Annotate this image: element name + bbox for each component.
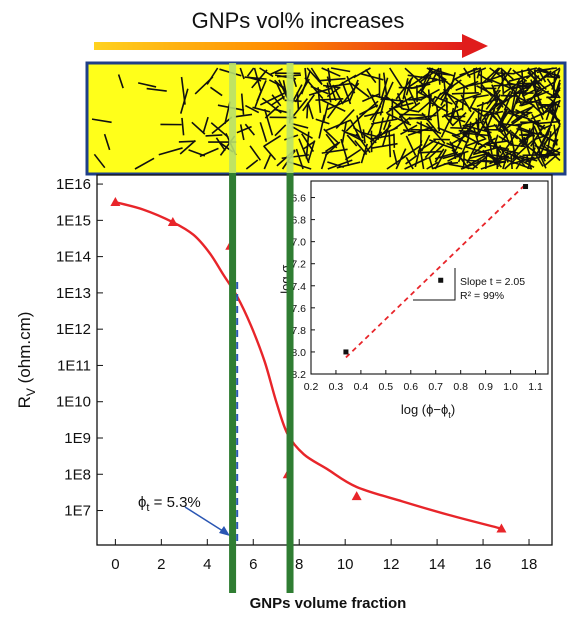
y-tick-label: 1E10 <box>56 394 91 411</box>
x-tick-label: 12 <box>383 556 400 573</box>
inset-y-tick-label: 7.8 <box>291 325 306 337</box>
filler-fibers <box>91 67 561 170</box>
y-tick-label: 1E8 <box>64 466 91 483</box>
data-point-marker <box>496 523 507 533</box>
inset-plot-frame <box>310 180 549 375</box>
filler-strip <box>85 61 567 176</box>
threshold-annotation: ϕt = 5.3% <box>138 494 230 536</box>
threshold-label: ϕt = 5.3% <box>138 494 201 514</box>
data-point-marker <box>351 491 362 501</box>
x-tick-label: 2 <box>157 556 165 573</box>
y-tick-label: 1E16 <box>56 176 91 193</box>
inset-x-tick-label: 0.8 <box>453 381 468 393</box>
inset-background <box>303 178 551 425</box>
header-title: GNPs vol% increases <box>192 8 405 33</box>
main-x-axis-label: GNPs volume fraction <box>250 595 407 612</box>
inset-y-tick-label: 7.2 <box>291 259 306 271</box>
inset-data-point <box>523 184 529 190</box>
x-tick-label: 4 <box>203 556 211 573</box>
data-point-marker <box>110 197 121 207</box>
inset-x-axis-label: log (ϕ−ϕt) <box>401 402 455 420</box>
inset-x-tick-label: 0.4 <box>354 381 369 393</box>
y-tick-label: 1E9 <box>64 430 91 447</box>
inset-x-tick-label: 0.9 <box>478 381 493 393</box>
y-tick-label: 1E13 <box>56 285 91 302</box>
x-tick-label: 10 <box>337 556 354 573</box>
y-tick-label: 1E12 <box>56 321 91 338</box>
inset-axes: 0.2 0.3 0.4 0.5 0.6 0.7 0.8 0.9 1.0 1.1 6.6 6.8 7.0 7… <box>291 193 543 393</box>
data-point-marker <box>167 217 178 227</box>
x-tick-label: 0 <box>111 556 119 573</box>
x-tick-label: 6 <box>249 556 257 573</box>
inset-x-tick-label: 1.1 <box>528 381 543 393</box>
inset-marks <box>343 183 529 359</box>
inset-x-tick-label: 0.2 <box>304 381 319 393</box>
inset-x-tick-label: 0.3 <box>329 381 344 393</box>
inset-data-point <box>343 349 349 355</box>
r-squared-text: R² = 99% <box>460 290 504 302</box>
arrow-icon <box>94 34 488 58</box>
slope-annotation: Slope t = 2.05 R² = 99% <box>413 268 525 302</box>
slope-text: Slope t = 2.05 <box>460 276 525 288</box>
inset-x-tick-label: 0.5 <box>379 381 394 393</box>
inset-x-tick-label: 0.7 <box>428 381 443 393</box>
inset-y-tick-label: 7.4 <box>291 281 306 293</box>
volume-marker-top <box>286 63 294 173</box>
y-tick-label: 1E15 <box>56 212 91 229</box>
volume-marker-top <box>229 63 237 173</box>
volume-marker-line <box>286 173 294 593</box>
y-tick-label: 1E7 <box>64 503 91 520</box>
x-tick-label: 8 <box>295 556 303 573</box>
inset-y-tick-label: 8.2 <box>291 369 306 381</box>
y-tick-label: 1E11 <box>57 357 91 374</box>
inset-y-tick-label: 6.8 <box>291 215 306 227</box>
inset-y-tick-label: 7.6 <box>291 303 306 315</box>
volume-markers <box>229 63 294 593</box>
main-y-axis-label: RV (ohm.cm) <box>15 312 38 409</box>
fit-line <box>345 183 527 359</box>
inset-y-tick-label: 7.0 <box>291 237 306 249</box>
inset-data-point <box>438 277 444 283</box>
inset-x-tick-label: 1.0 <box>503 381 518 393</box>
main-plot-frame <box>96 174 553 546</box>
x-tick-label: 18 <box>521 556 538 573</box>
inset-y-tick-label: 6.6 <box>291 193 306 205</box>
x-tick-label: 14 <box>429 556 446 573</box>
volume-marker-line <box>229 173 237 593</box>
main-axes: 0 2 4 6 8 10 12 14 16 18 1E7 1E8 1E9 1E10 1E11 1E12 1E13… <box>56 176 537 573</box>
x-tick-label: 16 <box>475 556 492 573</box>
inset-y-tick-label: 8.0 <box>291 347 306 359</box>
y-tick-label: 1E14 <box>56 249 91 266</box>
series-line <box>115 201 502 530</box>
inset-x-tick-label: 0.6 <box>403 381 418 393</box>
